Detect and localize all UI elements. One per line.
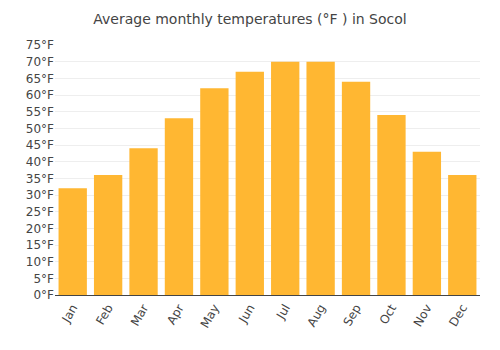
svg-text:0°F: 0°F — [33, 288, 54, 302]
svg-text:25°F: 25°F — [26, 205, 54, 219]
svg-text:30°F: 30°F — [26, 188, 54, 202]
svg-text:Jun: Jun — [236, 302, 258, 326]
svg-text:Feb: Feb — [93, 302, 116, 327]
svg-text:60°F: 60°F — [26, 88, 54, 102]
svg-text:Jan: Jan — [59, 302, 81, 326]
svg-text:Oct: Oct — [377, 302, 400, 327]
svg-text:Nov: Nov — [411, 302, 435, 329]
svg-text:Average monthly temperatures (: Average monthly temperatures (°F ) in So… — [93, 11, 406, 27]
svg-text:Sep: Sep — [340, 302, 363, 329]
svg-text:40°F: 40°F — [26, 155, 54, 169]
svg-text:Apr: Apr — [164, 302, 187, 327]
svg-text:75°F: 75°F — [26, 38, 54, 52]
svg-text:May: May — [198, 302, 223, 330]
svg-text:15°F: 15°F — [26, 238, 54, 252]
svg-text:70°F: 70°F — [26, 55, 54, 69]
svg-text:5°F: 5°F — [33, 272, 54, 286]
svg-text:65°F: 65°F — [26, 72, 54, 86]
svg-text:35°F: 35°F — [26, 172, 54, 186]
svg-text:50°F: 50°F — [26, 122, 54, 136]
svg-text:Jul: Jul — [273, 302, 293, 322]
svg-text:55°F: 55°F — [26, 105, 54, 119]
svg-text:10°F: 10°F — [26, 255, 54, 269]
svg-text:Mar: Mar — [128, 302, 151, 329]
svg-text:20°F: 20°F — [26, 222, 54, 236]
svg-text:Dec: Dec — [446, 302, 470, 329]
svg-text:Aug: Aug — [305, 302, 329, 329]
svg-text:45°F: 45°F — [26, 138, 54, 152]
